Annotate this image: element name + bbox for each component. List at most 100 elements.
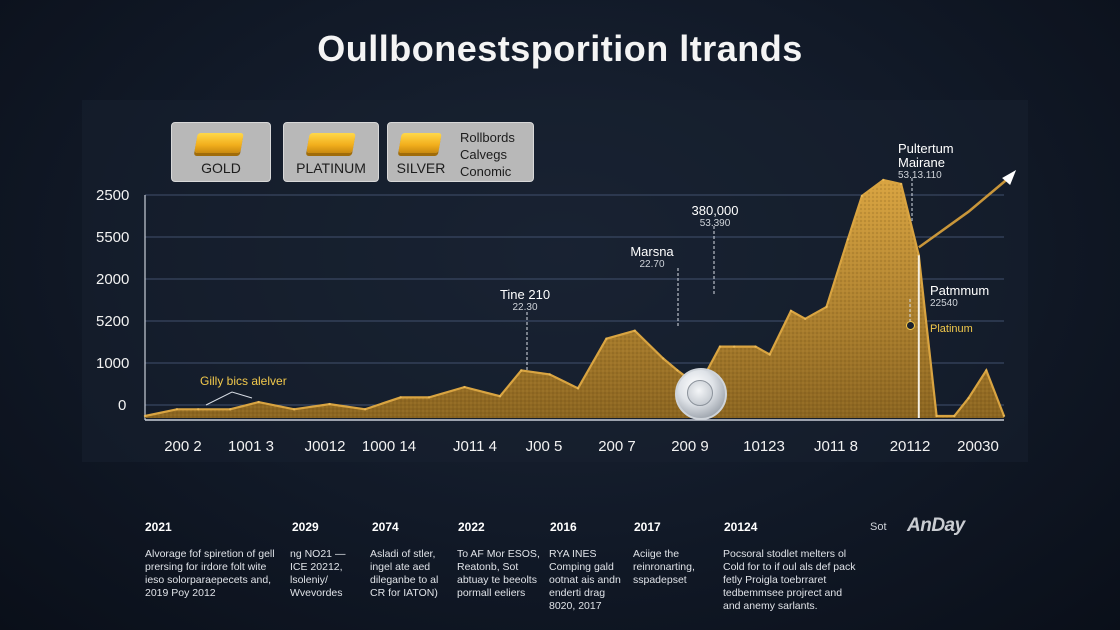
annotation-patmmum-text: Patmmum (930, 283, 990, 298)
data-point (662, 357, 665, 360)
y-tick-label: 1000 (96, 355, 130, 372)
data-point (718, 345, 722, 348)
data-point (633, 329, 636, 332)
data-point (882, 178, 885, 182)
brand-logo: AnDay (907, 515, 965, 536)
data-point (789, 309, 793, 313)
data-point (229, 408, 232, 411)
data-point (825, 305, 828, 309)
x-tick-label: 10123 (743, 438, 785, 455)
data-point (935, 414, 938, 418)
data-point (328, 402, 331, 406)
x-tick-label: J00 5 (525, 438, 563, 455)
annotation-380000: 380,000 53.390 (670, 203, 760, 229)
data-point (197, 408, 200, 411)
data-point (257, 400, 260, 404)
sort-label[interactable]: Sot (870, 521, 887, 533)
data-point (804, 317, 807, 320)
annotation-pultertum-sub: 53.13.110 (898, 170, 942, 181)
data-point (143, 414, 147, 418)
platinum-bar-icon (306, 133, 356, 153)
annotation-leader (205, 391, 253, 406)
footer-description: Pocsoral stodlet melters ol Cold for to … (723, 548, 856, 612)
legend-note-1: Rollbords (460, 130, 515, 145)
data-point (175, 408, 179, 411)
data-point (399, 396, 402, 399)
y-tick-label: 2500 (96, 187, 130, 204)
annotation-marsna-text: Marsna (630, 244, 674, 259)
y-tick-label: 0 (118, 397, 127, 414)
data-point (363, 408, 367, 411)
x-tick-label: J0012 (304, 438, 346, 455)
footer-year: 2022 (458, 520, 485, 534)
annotation-patmmum-sub: 22540 (930, 298, 958, 309)
data-point (754, 345, 757, 348)
data-point (520, 369, 523, 372)
annotation-380000-text: 380,000 (691, 203, 739, 218)
data-point (733, 345, 736, 348)
trend-arrow-head (1002, 170, 1017, 186)
footer-description: Alvorage fof spiretion of gell prersing … (145, 548, 275, 599)
data-point (292, 408, 296, 411)
footer-description: RYA INES Comping gald ootnat ais andn en… (549, 548, 621, 612)
y-tick-label: 2000 (96, 271, 130, 288)
x-tick-label: 200 7 (598, 438, 636, 455)
x-tick-label: 1001 3 (228, 438, 274, 455)
x-tick-label: 1000 14 (361, 438, 417, 455)
x-tick-label: J011 4 (453, 438, 497, 455)
annotation-pultertum: Pultertum Mairane 53.13.110 (898, 142, 994, 182)
data-point (548, 373, 551, 376)
x-tick-label: 200 2 (164, 438, 202, 455)
data-point (605, 337, 608, 340)
legend-label-silver: SILVER (396, 160, 446, 176)
footer-year: 2016 (550, 520, 577, 534)
x-tick-label: 20112 (889, 438, 931, 455)
area-series-texture (145, 180, 1004, 418)
annotation-marsna: Marsna 22.70 (612, 244, 692, 270)
legend-item-gold: GOLD (171, 122, 271, 182)
silver-bar-icon (398, 133, 442, 153)
annotation-patmmum: Patmmum 22540 (930, 283, 1010, 309)
gold-bar-icon (194, 133, 244, 153)
data-point (427, 396, 431, 399)
x-tick-label: 20030 (957, 438, 999, 455)
legend-item-silver: SILVER (387, 122, 534, 182)
annotation-tine-sub: 22.30 (512, 302, 538, 313)
platinum-marker (906, 321, 915, 330)
coin-face-icon (687, 380, 713, 406)
annotation-tine-text: Tine 210 (499, 287, 551, 302)
data-point (860, 194, 864, 198)
footer-description: Aciige the reinronarting, sspadepset (633, 548, 695, 586)
data-point (985, 369, 988, 372)
annotation-marsna-sub: 22.70 (639, 259, 665, 270)
footer-description: Asladi of stler, ingel ate aed dileganbe… (370, 548, 439, 599)
data-point (1002, 414, 1006, 418)
data-point (967, 397, 970, 400)
x-tick-label: J011 8 (814, 438, 858, 455)
footer-year: 2074 (372, 520, 399, 534)
annotation-silver: Gilly bics alelver (200, 374, 320, 388)
legend-label-platinum: PLATINUM (296, 160, 366, 176)
x-tick-label: 200 9 (671, 438, 709, 455)
legend-item-platinum: PLATINUM (283, 122, 379, 182)
chart-title: Oullbonestsporition ltrands (317, 28, 803, 69)
y-tick-label: 5200 (96, 313, 130, 330)
annotation-platinum: Platinum (930, 323, 1010, 335)
data-point (463, 385, 466, 389)
footer-description: To AF Mor ESOS, Reatonb, Sot abtuay te b… (457, 548, 540, 599)
data-point (768, 353, 771, 356)
footer-year: 2021 (145, 520, 172, 534)
y-tick-label: 5500 (96, 229, 130, 246)
data-point (498, 395, 502, 398)
footer-description: ng NO21 — ICE 20212, lsoleniy/ Wvevordes (290, 548, 346, 599)
footer-year: 20124 (724, 520, 758, 534)
legend-label-gold: GOLD (201, 160, 241, 176)
silver-coin-icon (675, 368, 727, 420)
data-point (899, 182, 903, 186)
data-point (953, 414, 956, 418)
data-point (676, 369, 679, 372)
annotation-silver-text: Gilly bics alelver (200, 374, 287, 388)
legend-note-3: Conomic (460, 164, 512, 179)
trend-arrow-line (918, 175, 1012, 249)
